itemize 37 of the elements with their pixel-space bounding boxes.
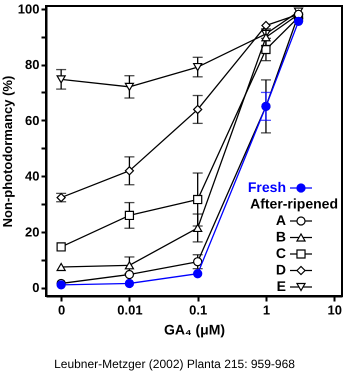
legend-label: Fresh xyxy=(248,179,286,195)
point xyxy=(56,242,66,252)
y-axis-title: Non-photodormancy (%) xyxy=(0,76,15,228)
y-tick-label: 0 xyxy=(32,280,40,296)
point xyxy=(56,75,66,84)
legend-label: C xyxy=(276,245,286,261)
y-tick-label: 60 xyxy=(25,112,40,128)
y-tick-label: 20 xyxy=(25,224,40,240)
point xyxy=(124,166,134,176)
point xyxy=(56,262,66,272)
legend-label: A xyxy=(276,212,286,228)
x-tick-label: 0 xyxy=(58,302,66,318)
point xyxy=(193,104,202,114)
x-tick-label: 10 xyxy=(327,302,342,318)
legend-title: After-ripened xyxy=(250,196,338,212)
point xyxy=(124,278,134,288)
x-tick-label: 0.1 xyxy=(189,302,208,318)
legend-label: B xyxy=(276,228,286,244)
point xyxy=(193,257,202,266)
point xyxy=(193,269,202,278)
y-tick-label: 80 xyxy=(25,57,40,72)
point xyxy=(124,210,134,220)
legend-label: E xyxy=(276,278,286,294)
point xyxy=(124,270,134,280)
point xyxy=(124,261,134,270)
point xyxy=(193,62,202,72)
point xyxy=(261,33,271,42)
y-tick-label: 100 xyxy=(18,1,40,16)
text: Leubner-Metzger (2002) Planta 215: 959-968 xyxy=(54,357,296,371)
point xyxy=(124,82,134,91)
legend-label: D xyxy=(276,262,286,278)
x-tick-label: 1 xyxy=(262,302,270,318)
x-axis-title: GA₄ (μM) xyxy=(164,322,226,338)
point xyxy=(193,224,202,232)
y-tick-label: 40 xyxy=(25,168,40,184)
point xyxy=(193,194,202,204)
x-tick-label: 0.01 xyxy=(117,302,143,318)
